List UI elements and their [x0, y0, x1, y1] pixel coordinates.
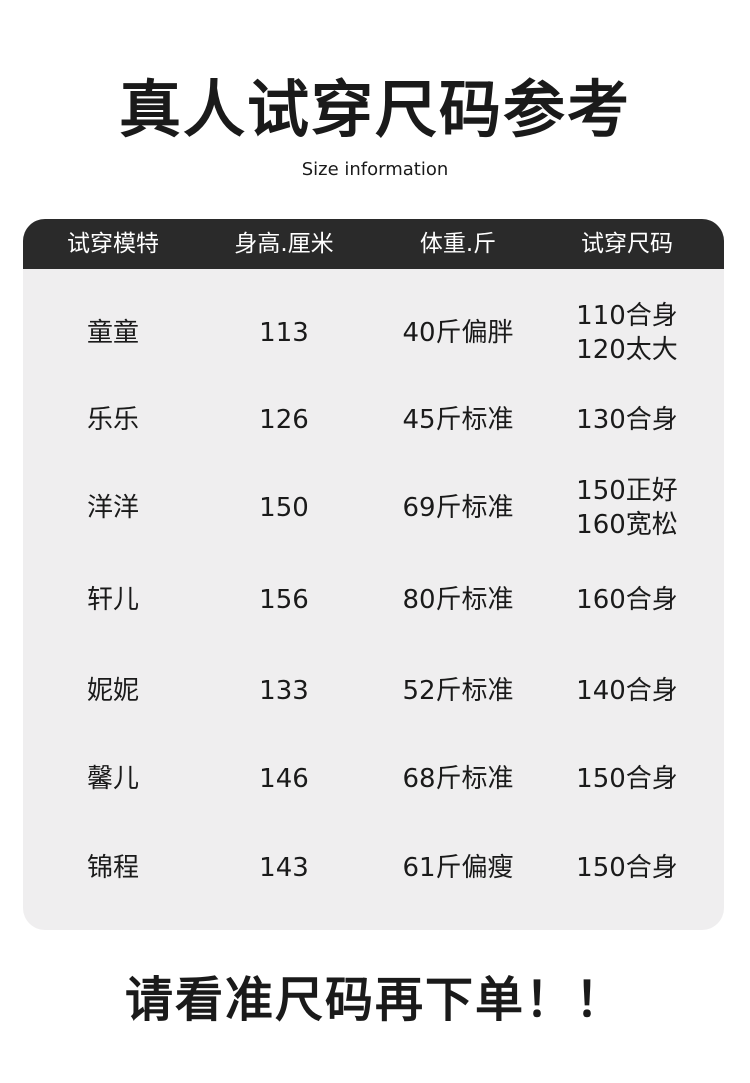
table-cell: 乐乐	[86, 405, 140, 435]
table-cell: 68斤标准	[402, 764, 514, 794]
column-header: 试穿模特	[67, 231, 159, 257]
table-cell: 130合身	[576, 405, 678, 435]
table-cell: 110合身 120太大	[576, 301, 678, 365]
table-cell: 133	[259, 676, 309, 706]
table-cell: 80斤标准	[402, 585, 514, 615]
table-cell: 妮妮	[86, 676, 140, 706]
table-cell: 160合身	[576, 585, 678, 615]
table-cell: 150合身	[576, 764, 678, 794]
column-header: 试穿尺码	[581, 231, 673, 257]
table-cell: 61斤偏瘦	[402, 853, 514, 883]
table-cell: 143	[259, 853, 309, 883]
table-cell: 40斤偏胖	[402, 318, 514, 348]
table-cell: 146	[259, 764, 309, 794]
column-header: 体重.斤	[419, 231, 497, 257]
table-cell: 锦程	[86, 853, 140, 883]
table-cell: 126	[259, 405, 309, 435]
table-header	[23, 219, 724, 269]
table-cell: 156	[259, 585, 309, 615]
table-cell: 150正好 160宽松	[576, 476, 678, 540]
table-cell: 轩儿	[86, 585, 140, 615]
table-cell: 69斤标准	[402, 493, 514, 523]
page-subtitle: Size information	[301, 159, 449, 180]
column-header: 身高.厘米	[234, 231, 334, 257]
page-title: 真人试穿尺码参考	[118, 73, 631, 146]
table-cell: 150合身	[576, 853, 678, 883]
size-table: 试穿模特 身高.厘米 体重.斤 试穿尺码童童 113 40斤偏胖 110合身 120太大乐乐…	[23, 219, 724, 930]
footer-note: 请看准尺码再下单！！	[124, 972, 625, 1028]
table-cell: 45斤标准	[402, 405, 514, 435]
table-cell: 150	[259, 493, 309, 523]
table-cell: 52斤标准	[402, 676, 514, 706]
table-cell: 140合身	[576, 676, 678, 706]
table-cell: 洋洋	[86, 493, 140, 523]
table-cell: 馨儿	[86, 764, 140, 794]
table-cell: 童童	[86, 318, 140, 348]
table-cell: 113	[259, 318, 309, 348]
